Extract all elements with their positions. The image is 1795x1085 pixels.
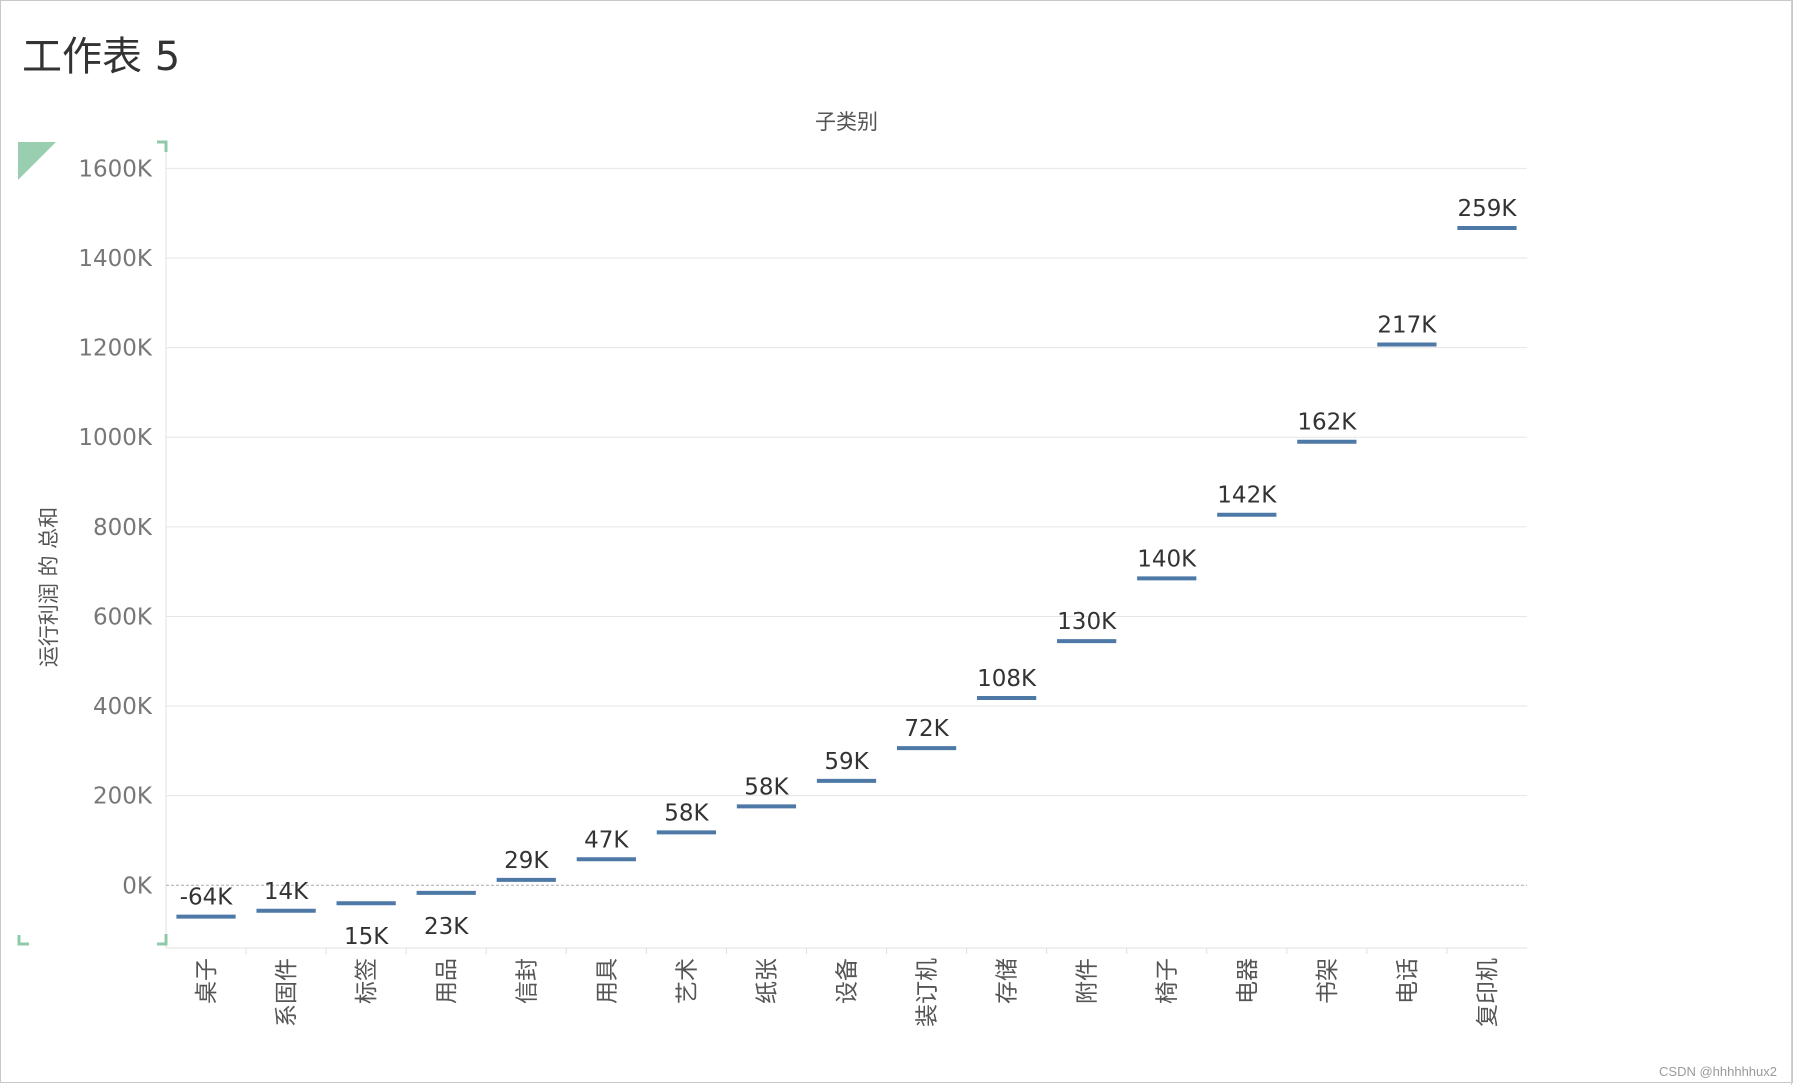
sheet-title: 工作表 5	[22, 34, 181, 80]
watermark: CSDN @hhhhhhux2	[1659, 1064, 1777, 1079]
data-label: 140K	[1137, 546, 1197, 572]
x-tick-label: 用品	[434, 958, 460, 1004]
y-tick-label: 400K	[93, 694, 153, 720]
data-label: 58K	[744, 774, 789, 800]
data-label: 130K	[1057, 609, 1117, 635]
data-label: 259K	[1457, 196, 1517, 222]
x-tick-label: 装订机	[915, 958, 941, 1027]
chart-title: 子类别	[815, 110, 878, 134]
data-label: 29K	[504, 848, 549, 874]
data-label: 58K	[664, 800, 709, 826]
data-label: 23K	[424, 914, 469, 940]
x-tick-label: 电器	[1235, 958, 1261, 1004]
x-tick-label: 存储	[995, 958, 1021, 1004]
y-axis-label: 运行利润 的 总和	[37, 507, 61, 667]
data-label: 59K	[824, 749, 869, 775]
y-tick-label: 1000K	[78, 425, 153, 451]
y-tick-label: 200K	[93, 784, 153, 810]
y-tick-label: 1200K	[78, 336, 153, 362]
data-label: 15K	[344, 924, 389, 950]
y-tick-label: 0K	[122, 873, 153, 899]
x-tick-label: 电话	[1395, 958, 1421, 1004]
x-tick-label: 设备	[835, 958, 861, 1004]
x-tick-label: 纸张	[754, 958, 780, 1004]
x-tick-label: 信封	[514, 958, 540, 1004]
pane-bracket-top	[157, 140, 168, 152]
data-label: 47K	[584, 827, 629, 853]
y-tick-label: 1600K	[78, 156, 153, 182]
y-tick-label: 1400K	[78, 246, 153, 272]
data-label: -64K	[180, 885, 234, 911]
x-tick-label: 附件	[1075, 958, 1101, 1004]
x-tick-label: 椅子	[1155, 958, 1181, 1004]
x-tick-label: 标签	[354, 958, 380, 1004]
x-tick-label: 艺术	[674, 958, 700, 1004]
y-tick-label: 800K	[93, 515, 153, 541]
x-tick-label: 复印机	[1475, 958, 1501, 1027]
pane-corner-marker	[18, 142, 56, 180]
pane-bracket-bottom-left	[17, 935, 29, 946]
panel-divider	[1791, 0, 1792, 1085]
data-label: 14K	[264, 879, 309, 905]
x-tick-label: 桌子	[194, 958, 220, 1004]
data-label: 72K	[904, 716, 949, 742]
x-tick-label: 用具	[594, 958, 620, 1004]
data-label: 162K	[1297, 410, 1357, 436]
data-label: 217K	[1377, 312, 1437, 338]
pane-bracket-bottom-right	[157, 934, 168, 946]
y-tick-label: 600K	[93, 604, 153, 630]
data-label: 142K	[1217, 483, 1277, 509]
data-label: 108K	[977, 666, 1037, 692]
x-tick-label: 书架	[1315, 958, 1341, 1004]
x-tick-label: 系固件	[274, 958, 300, 1027]
